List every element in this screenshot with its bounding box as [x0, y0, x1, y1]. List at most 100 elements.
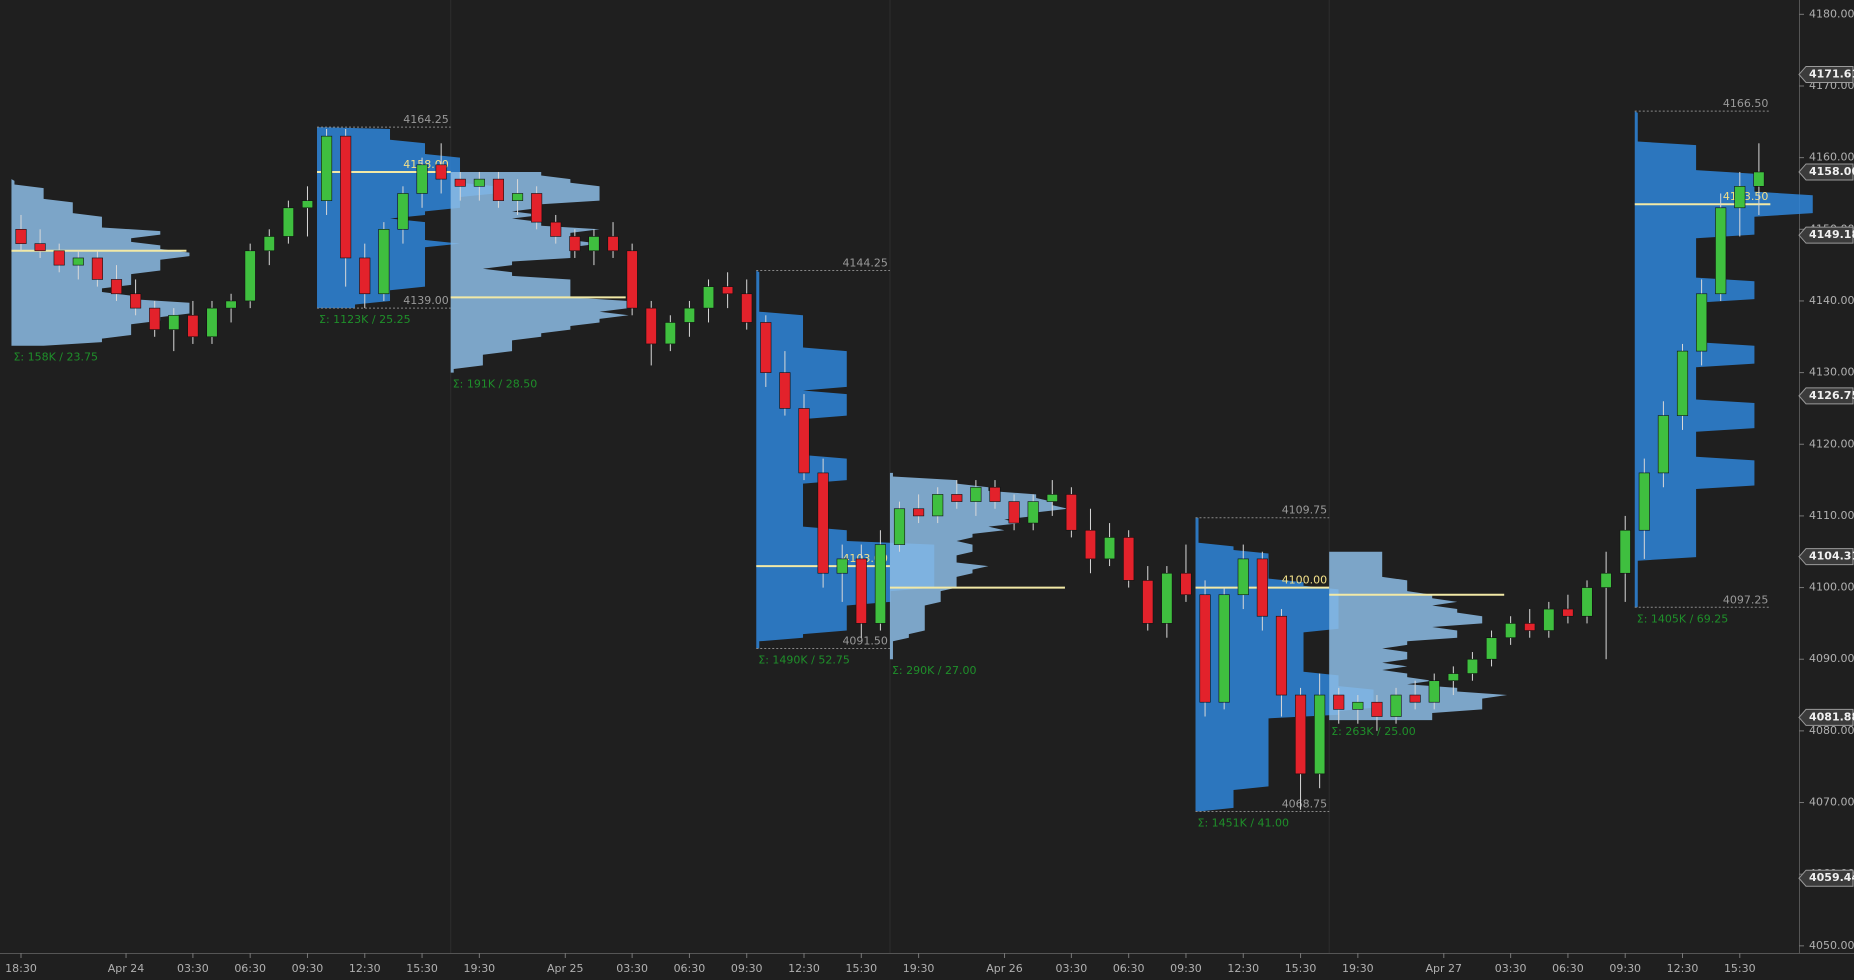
x-tick-label: 03:30	[1056, 962, 1088, 975]
candle-body	[970, 486, 982, 502]
x-tick-label: 06:30	[674, 962, 706, 975]
candle-body	[836, 558, 848, 574]
profile-high-label: 4109.75	[1282, 504, 1328, 517]
candle-body	[1543, 608, 1555, 631]
profile-summary: Σ: 1405K / 69.25	[1637, 612, 1729, 625]
candle-body	[1314, 694, 1326, 775]
candle-body	[1734, 186, 1746, 209]
candle-body	[893, 508, 906, 545]
candle-body	[702, 286, 715, 309]
profile-low-label: 4139.00	[403, 294, 449, 307]
candle-body	[1638, 472, 1650, 531]
candle-body	[722, 286, 734, 295]
volume-profile	[1634, 111, 1813, 608]
candle-body	[1696, 293, 1708, 352]
profile-high-label: 4144.25	[842, 256, 888, 269]
y-tick-label: 4160.00	[1809, 151, 1854, 164]
x-tick-label: 19:30	[1342, 962, 1374, 975]
price-tag-label: 4059.44	[1809, 871, 1854, 884]
candle-body	[741, 293, 753, 323]
price-tag-label: 4158.00	[1809, 165, 1854, 178]
x-tick-label: 12:30	[1667, 962, 1699, 975]
profile-summary: Σ: 1451K / 41.00	[1198, 816, 1290, 829]
y-tick-label: 4140.00	[1809, 294, 1854, 307]
x-tick-label: 09:30	[292, 962, 324, 975]
profile-poc-label: 4153.50	[1723, 190, 1769, 203]
profile-summary: Σ: 263K / 25.00	[1331, 725, 1416, 738]
candle-body	[1065, 494, 1077, 531]
candle-body	[340, 135, 352, 259]
x-tick-label: Apr 27	[1426, 962, 1463, 975]
candle-body	[1104, 537, 1116, 560]
candle-body	[1142, 580, 1154, 624]
candle-body	[1123, 537, 1135, 581]
price-tag-label: 4081.88	[1809, 710, 1854, 723]
x-tick-label: 09:30	[731, 962, 763, 975]
candle-body	[416, 164, 428, 194]
candle-body	[1333, 694, 1345, 710]
profile-summary: Σ: 290K / 27.00	[892, 664, 977, 677]
candle-body	[1008, 501, 1020, 524]
candle-body	[1524, 623, 1536, 631]
candle-body	[760, 322, 772, 373]
candle-body	[1161, 572, 1173, 624]
x-tick-label: Apr 25	[547, 962, 584, 975]
profile-low-label: 4068.75	[1282, 797, 1328, 810]
candle-body	[53, 250, 65, 266]
candle-body	[588, 236, 600, 252]
candle-body	[359, 257, 371, 295]
x-tick-label: 06:30	[1113, 962, 1145, 975]
y-tick-label: 4090.00	[1809, 652, 1854, 665]
x-tick-label: 12:30	[788, 962, 820, 975]
candle-body	[435, 164, 447, 180]
candle-body	[149, 307, 161, 330]
x-tick-label: Apr 26	[986, 962, 1023, 975]
candle-body	[34, 243, 46, 252]
volume-profile	[756, 270, 935, 649]
x-tick-label: 15:30	[406, 962, 438, 975]
candle-body	[645, 307, 657, 345]
profile-poc-label: 4100.00	[1282, 574, 1328, 587]
price-tag	[1798, 387, 1854, 405]
candle-body	[187, 314, 199, 338]
candle-body	[683, 307, 695, 323]
candle-body	[550, 221, 562, 237]
profile-summary: Σ: 1123K / 25.25	[319, 313, 411, 326]
candle-body	[1657, 415, 1669, 474]
y-tick-label: 4100.00	[1809, 581, 1854, 594]
candle-body	[15, 228, 27, 244]
candle-body	[1390, 694, 1402, 717]
volume-profile	[889, 472, 1068, 660]
x-tick-label: 06:30	[1552, 962, 1584, 975]
profile-summary: Σ: 191K / 28.50	[453, 378, 538, 391]
candle-body	[1237, 558, 1249, 596]
x-tick-label: 15:30	[1724, 962, 1756, 975]
candle-body	[473, 178, 485, 187]
profile-summary: Σ: 1490K / 52.75	[758, 653, 850, 666]
x-tick-label: 03:30	[1495, 962, 1527, 975]
x-tick-label: 09:30	[1170, 962, 1202, 975]
candle-body	[130, 293, 142, 309]
profile-high-label: 4164.25	[403, 113, 449, 126]
price-tag	[1798, 708, 1854, 726]
candle-body	[1600, 572, 1612, 588]
candle-body	[378, 228, 390, 295]
x-tick-label: 12:30	[1227, 962, 1259, 975]
candle-body	[1294, 694, 1307, 775]
candle-body	[989, 486, 1001, 502]
candle-body	[492, 178, 505, 201]
y-tick-label: 4050.00	[1809, 939, 1854, 952]
candle-body	[1027, 501, 1039, 524]
candle-body	[225, 300, 237, 309]
candle-body	[1619, 529, 1631, 574]
price-tag	[1798, 226, 1854, 244]
profile-summary: Σ: 158K / 23.75	[13, 351, 98, 364]
x-tick-label: 19:30	[903, 962, 935, 975]
profile-high-label: 4166.50	[1723, 97, 1769, 110]
candle-body	[1428, 680, 1440, 703]
candle-body	[531, 193, 543, 223]
price-tag	[1798, 65, 1854, 83]
x-tick-label: Apr 24	[108, 962, 145, 975]
